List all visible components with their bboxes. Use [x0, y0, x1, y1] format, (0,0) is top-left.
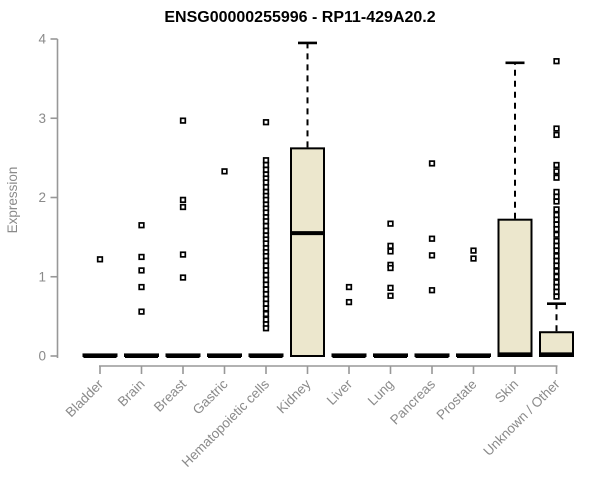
outlier-liver	[345, 283, 353, 291]
chart-title: ENSG00000255996 - RP11-429A20.2	[164, 9, 435, 26]
outlier-breast	[179, 203, 187, 211]
outlier-lung	[387, 220, 394, 227]
x-tick-label-kidney: Kidney	[274, 376, 314, 416]
outlier-unknown-other	[553, 198, 560, 205]
outlier-lung	[387, 284, 394, 291]
outlier-lung	[387, 264, 394, 272]
outlier-brain	[138, 222, 145, 229]
outlier-hematopoietic-cells	[262, 310, 270, 318]
outlier-unknown-other	[553, 168, 560, 175]
outlier-breast	[179, 117, 187, 124]
outlier-brain	[138, 267, 145, 274]
outlier-lung	[387, 242, 394, 249]
x-tick-label-unknown-other: Unknown / Other	[480, 376, 563, 459]
outlier-liver	[345, 298, 353, 306]
outlier-unknown-other	[553, 273, 560, 280]
x-tick-label-gastric: Gastric	[190, 376, 231, 417]
y-tick-label-3: 3	[38, 111, 46, 126]
outlier-unknown-other	[553, 293, 560, 300]
y-tick-label-1: 1	[38, 269, 46, 284]
outlier-brain	[138, 308, 145, 315]
x-tick-label-pancreas: Pancreas	[387, 376, 438, 427]
outlier-gastric	[221, 168, 228, 175]
outlier-unknown-other	[553, 125, 560, 132]
outlier-bladder	[96, 256, 104, 263]
box-kidney	[290, 147, 325, 357]
outlier-unknown-other	[553, 226, 560, 233]
outlier-unknown-other	[553, 161, 560, 169]
x-tick-label-breast: Breast	[151, 376, 189, 414]
x-tick-label-brain: Brain	[115, 377, 148, 410]
outlier-unknown-other	[553, 58, 560, 65]
outlier-lung	[387, 248, 394, 255]
outlier-prostate	[470, 255, 477, 262]
outlier-pancreas	[428, 160, 436, 167]
x-tick-label-prostate: Prostate	[433, 377, 479, 423]
x-tick-label-bladder: Bladder	[63, 376, 107, 420]
outlier-unknown-other	[553, 231, 560, 238]
outlier-unknown-other	[553, 131, 560, 139]
outlier-lung	[387, 292, 394, 299]
outlier-unknown-other	[553, 247, 560, 254]
outlier-hematopoietic-cells	[262, 119, 270, 126]
x-tick-label-skin: Skin	[492, 377, 521, 406]
outlier-breast	[179, 274, 187, 281]
outlier-breast	[179, 251, 187, 258]
outlier-unknown-other	[553, 206, 560, 213]
outlier-unknown-other	[553, 174, 560, 181]
outlier-hematopoietic-cells	[262, 305, 270, 312]
y-tick-label-4: 4	[38, 32, 46, 47]
box-skin	[497, 218, 533, 357]
y-tick-label-2: 2	[38, 190, 46, 205]
outlier-brain	[138, 283, 145, 291]
y-axis-label: Expression	[5, 167, 20, 234]
outlier-breast	[179, 196, 187, 204]
outlier-pancreas	[428, 287, 436, 294]
outlier-hematopoietic-cells	[262, 325, 270, 332]
y-tick-label-0: 0	[38, 349, 46, 364]
x-tick-label-liver: Liver	[324, 376, 356, 408]
outlier-pancreas	[428, 235, 436, 242]
x-tick-label-lung: Lung	[365, 377, 397, 409]
outlier-unknown-other	[553, 262, 560, 269]
outlier-unknown-other	[553, 268, 560, 275]
outlier-pancreas	[428, 252, 436, 259]
outlier-prostate	[470, 247, 477, 254]
outlier-brain	[138, 253, 145, 261]
